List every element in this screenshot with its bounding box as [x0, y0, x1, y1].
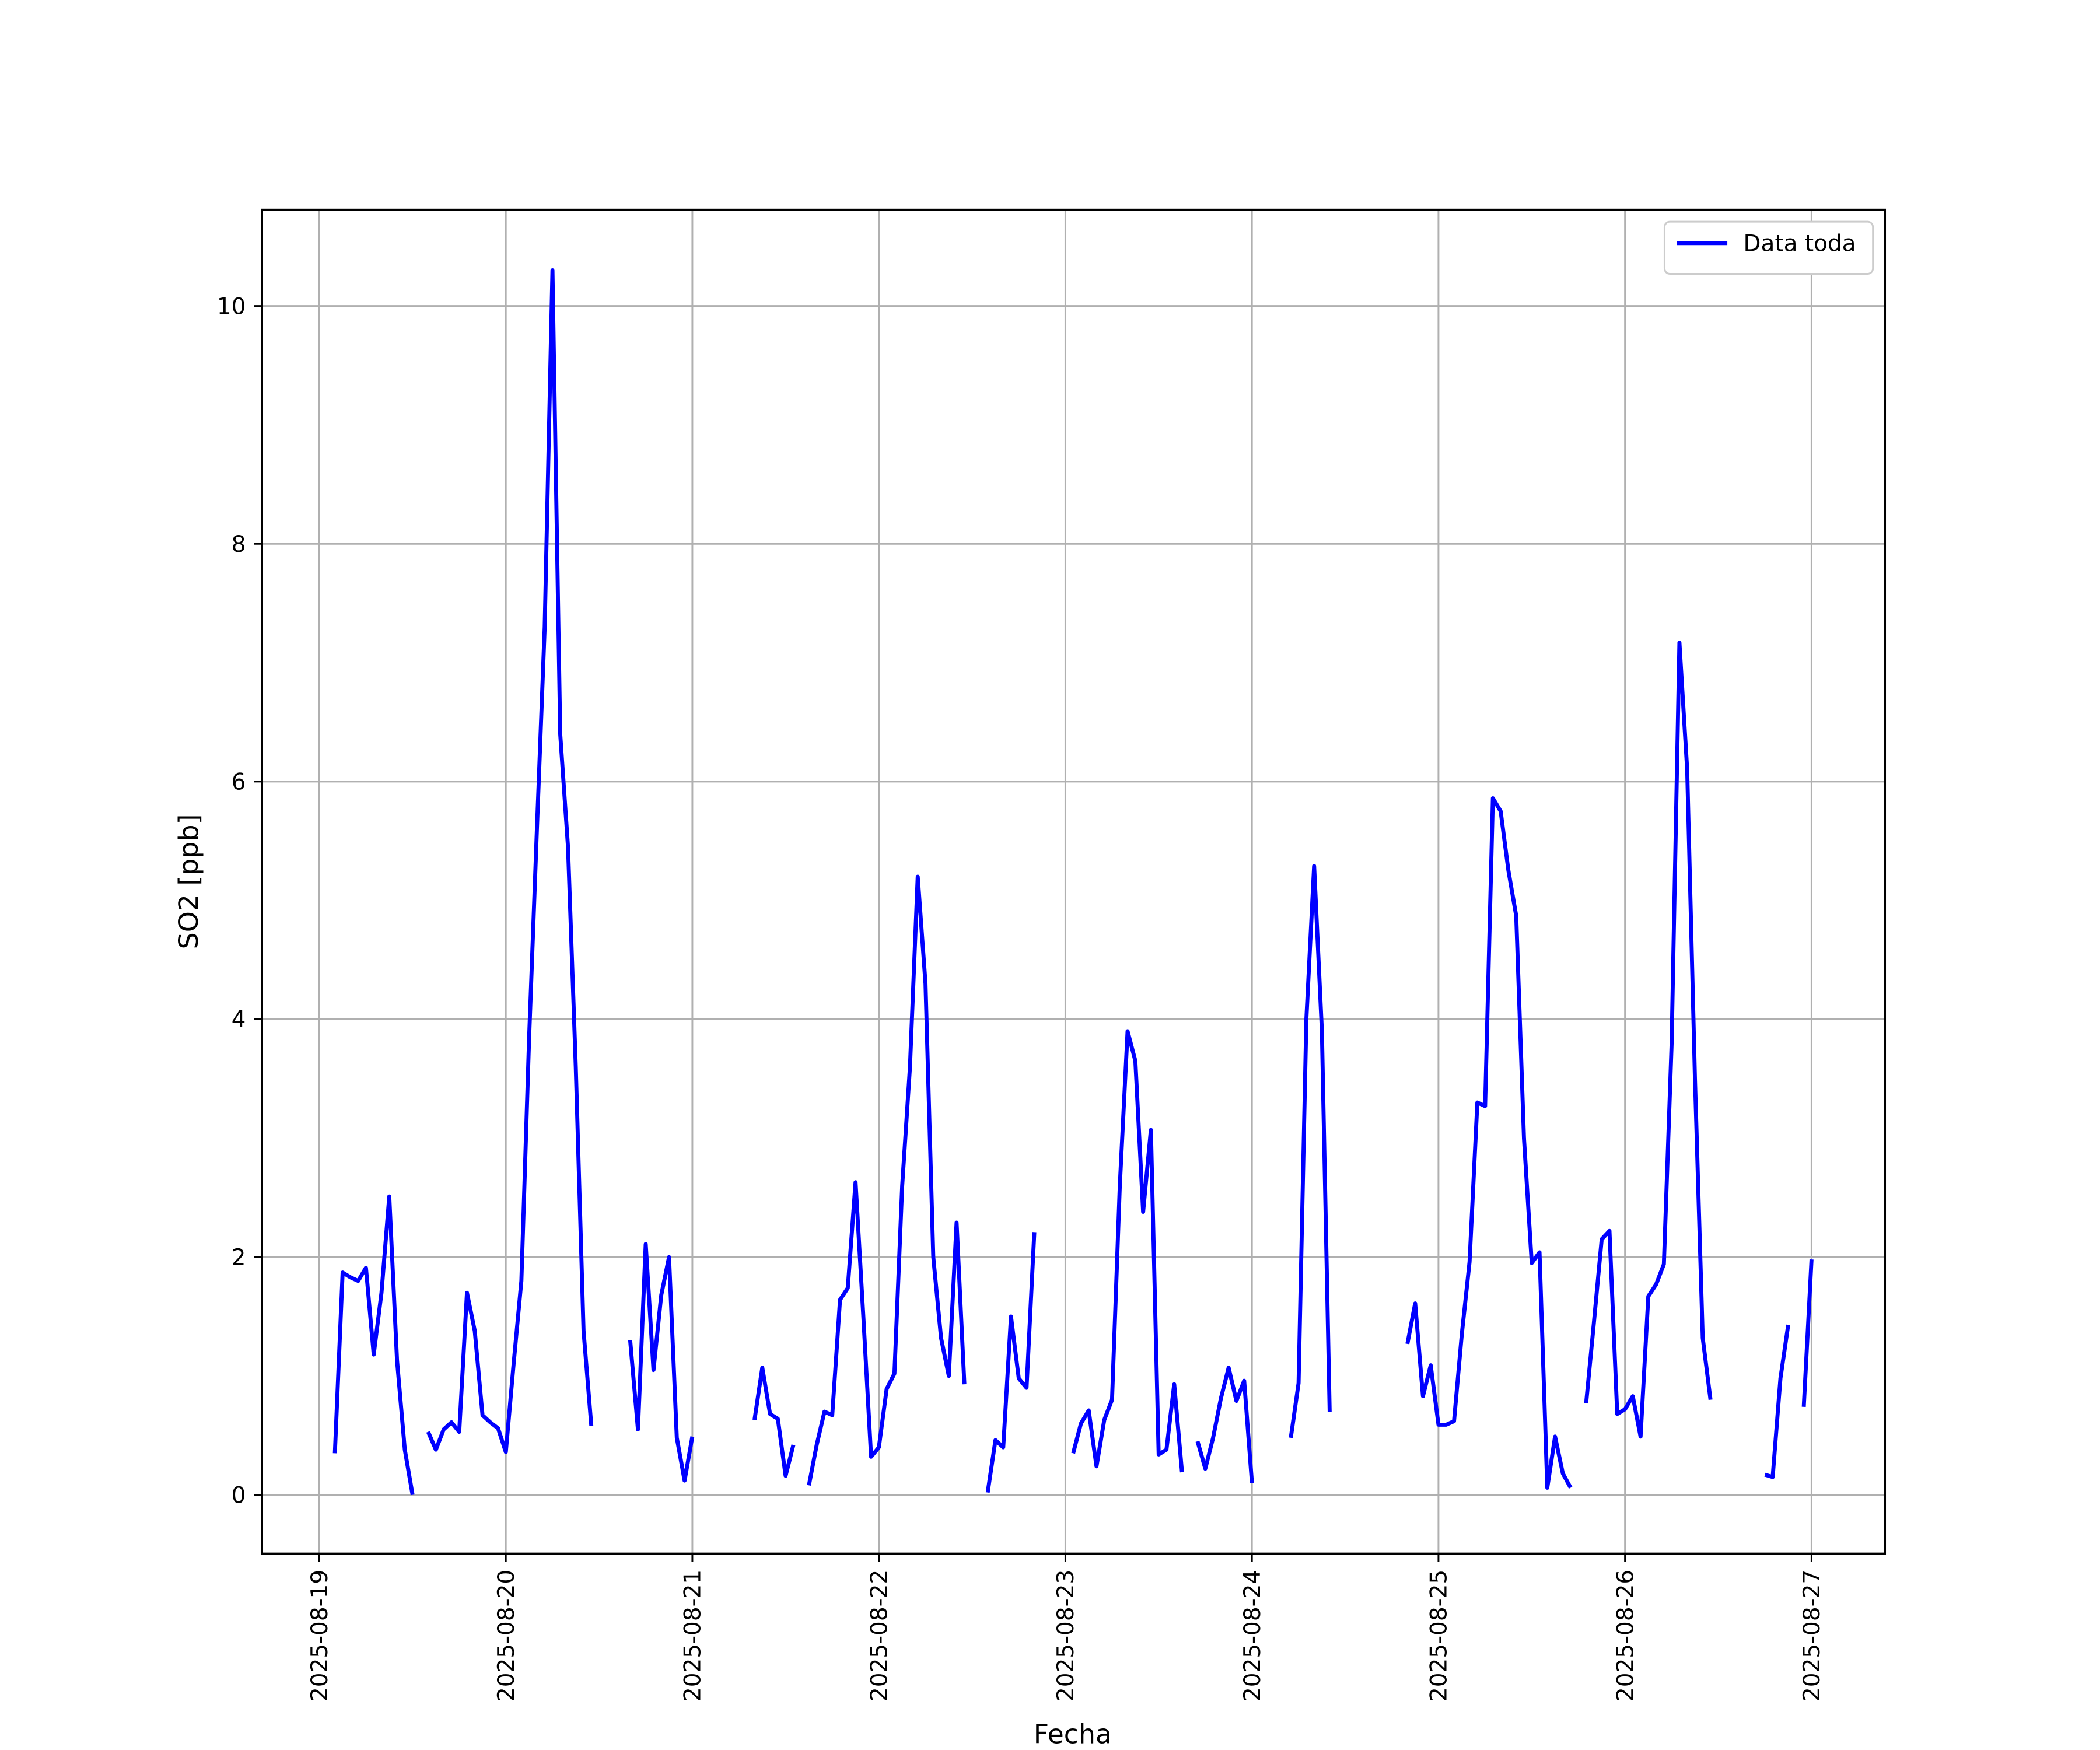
- x-axis-label: Fecha: [1034, 1718, 1112, 1750]
- x-tick-label: 2025-08-26: [1612, 1570, 1639, 1702]
- x-tick-label: 2025-08-23: [1053, 1570, 1079, 1702]
- x-tick-label: 2025-08-24: [1240, 1570, 1266, 1702]
- plot-frame: [261, 208, 1887, 1555]
- legend: Data toda: [1663, 220, 1874, 275]
- y-tick-label: 4: [232, 1007, 246, 1033]
- y-tick-label: 8: [232, 531, 246, 558]
- y-tick-label: 6: [232, 769, 246, 796]
- legend-label: Data toda: [1744, 231, 1856, 257]
- y-axis-label: SO2 [ppb]: [173, 814, 204, 950]
- y-tick-label: 0: [232, 1482, 246, 1508]
- legend-frame: [1663, 220, 1874, 275]
- x-tick-label: 2025-08-20: [494, 1570, 520, 1702]
- y-tick-label: 2: [232, 1245, 246, 1271]
- y-tick-label: 10: [217, 293, 246, 320]
- x-tick-label: 2025-08-21: [680, 1570, 706, 1702]
- x-tick-label: 2025-08-22: [866, 1570, 892, 1702]
- x-tick-label: 2025-08-19: [307, 1570, 333, 1702]
- x-tick-label: 2025-08-27: [1799, 1570, 1825, 1702]
- x-tick-label: 2025-08-25: [1426, 1570, 1452, 1702]
- data-line: [332, 268, 1814, 1496]
